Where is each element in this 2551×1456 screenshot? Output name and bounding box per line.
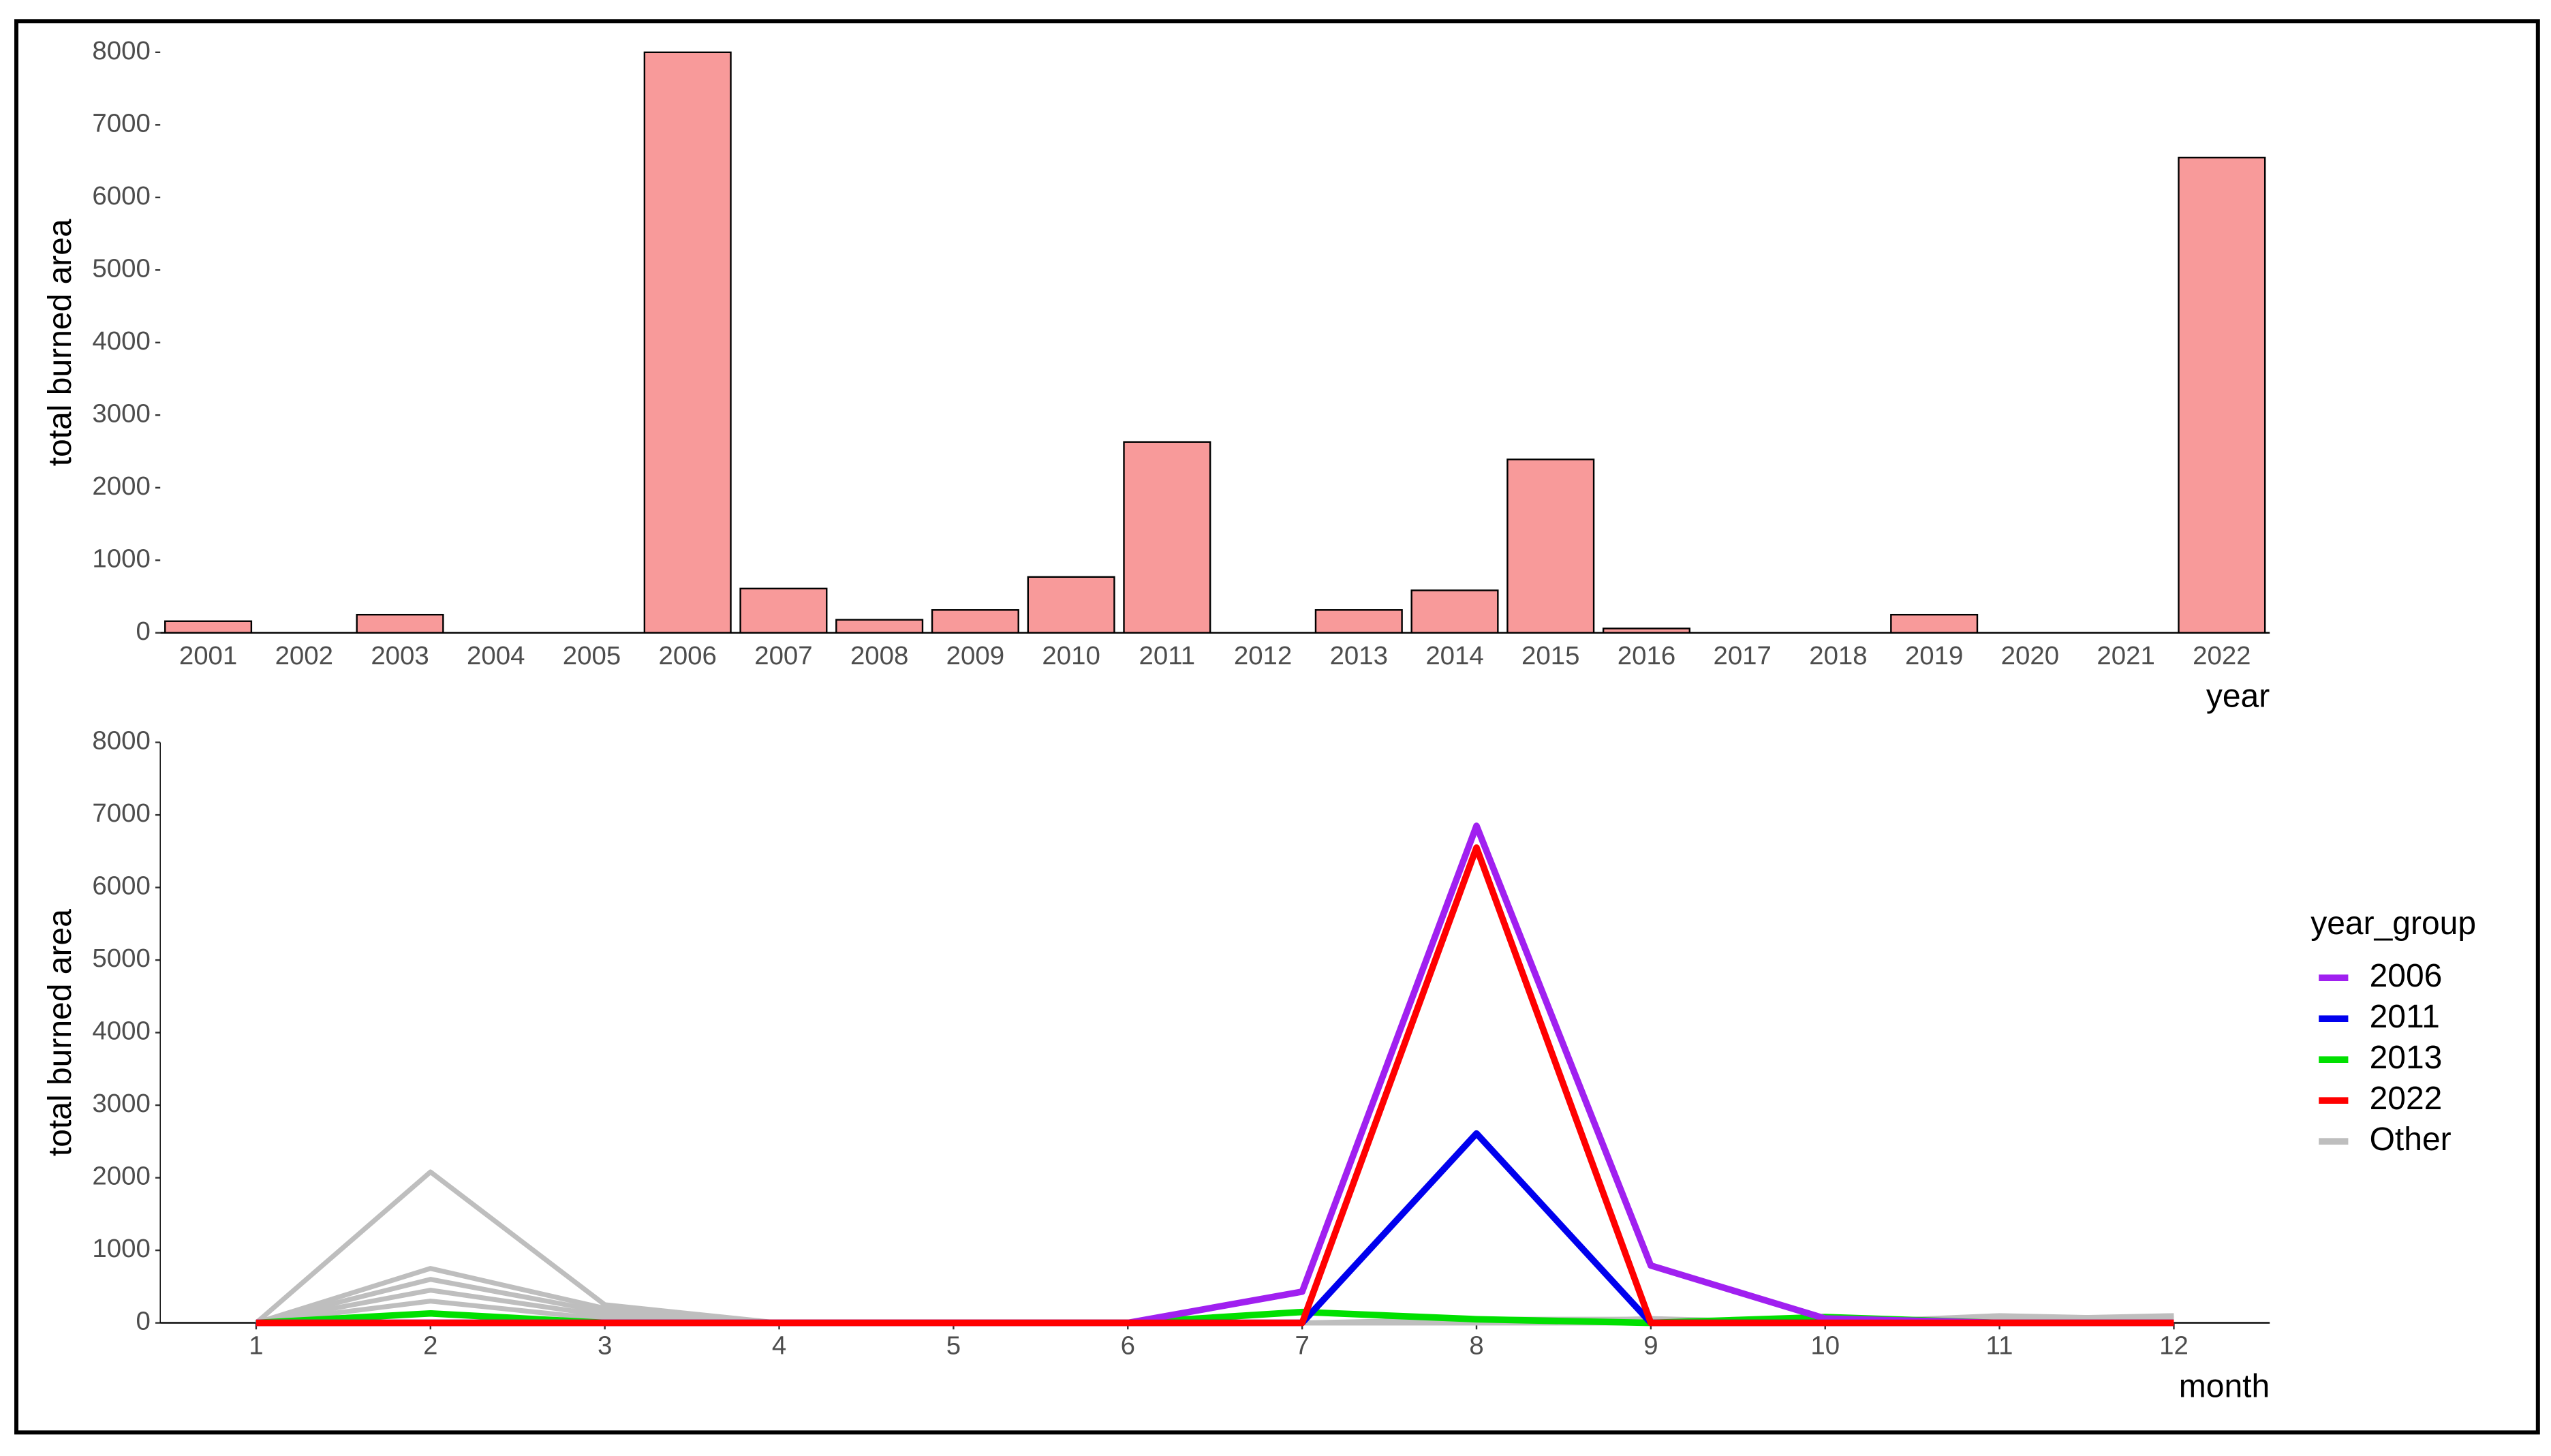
bar — [835, 619, 924, 634]
bar — [739, 587, 828, 634]
x-tick-label: 8 — [1469, 1331, 1483, 1361]
frame — [14, 19, 2540, 1435]
x-tick-label: 2005 — [563, 641, 621, 670]
y-axis-title: total burned area — [42, 219, 78, 466]
y-tick-label: 4000 — [92, 326, 150, 356]
x-tick-label: 2009 — [946, 641, 1004, 670]
x-axis-title: year — [2206, 678, 2270, 714]
y-tick-label: 4000 — [92, 1017, 150, 1046]
x-tick-label: 2012 — [1234, 641, 1292, 670]
bar — [1027, 576, 1115, 634]
legend-label: Other — [2370, 1121, 2452, 1158]
bar — [1410, 589, 1499, 634]
legend-label: 2006 — [2370, 958, 2443, 994]
x-tick-label: 2007 — [754, 641, 812, 670]
y-tick-label: 8000 — [92, 36, 150, 65]
x-tick-label: 2011 — [1139, 641, 1196, 670]
x-tick-label: 10 — [1810, 1331, 1840, 1361]
x-tick-label: 2006 — [658, 641, 716, 670]
x-tick-label: 2020 — [2001, 641, 2059, 670]
y-tick-label: 1000 — [92, 1234, 150, 1263]
y-tick-label: 8000 — [92, 726, 150, 756]
bar — [643, 51, 732, 634]
x-tick-label: 2019 — [1905, 641, 1963, 670]
bar — [1890, 613, 1979, 634]
line-series — [256, 844, 2174, 1327]
x-tick-label: 2001 — [179, 641, 237, 670]
y-tick-label: 3000 — [92, 399, 150, 428]
x-tick-label: 3 — [598, 1331, 612, 1361]
x-tick-label: 2013 — [1330, 641, 1388, 670]
x-tick-label: 5 — [946, 1331, 961, 1361]
x-tick-label: 2004 — [467, 641, 525, 670]
x-tick-label: 7 — [1295, 1331, 1309, 1361]
x-tick-label: 4 — [772, 1331, 786, 1361]
y-axis-title: total burned area — [42, 909, 78, 1156]
y-tick-label: 0 — [136, 1307, 150, 1336]
legend-label: 2011 — [2370, 999, 2440, 1035]
y-tick-label: 3000 — [92, 1089, 150, 1118]
x-tick-label: 6 — [1121, 1331, 1135, 1361]
x-axis-title: month — [2179, 1368, 2270, 1404]
x-tick-label: 2008 — [850, 641, 908, 670]
x-tick-label: 11 — [1986, 1331, 2013, 1361]
legend-title: year_group — [2310, 905, 2476, 942]
bar — [2178, 157, 2266, 634]
x-tick-label: 2018 — [1809, 641, 1867, 670]
legend-label: 2022 — [2370, 1081, 2443, 1117]
y-tick-label: 5000 — [92, 253, 150, 283]
x-tick-label: 2017 — [1713, 641, 1771, 670]
bar — [164, 620, 253, 634]
x-tick-label: 2010 — [1042, 641, 1100, 670]
x-tick-label: 2022 — [2193, 641, 2251, 670]
x-tick-label: 1 — [249, 1331, 263, 1361]
y-tick-label: 0 — [136, 617, 150, 646]
x-tick-label: 9 — [1643, 1331, 1658, 1361]
y-tick-label: 2000 — [92, 471, 150, 501]
bar — [1314, 609, 1403, 634]
x-tick-label: 2002 — [275, 641, 333, 670]
x-tick-label: 12 — [2159, 1331, 2189, 1361]
x-tick-label: 2016 — [1618, 641, 1675, 670]
legend-label: 2013 — [2370, 1040, 2443, 1076]
y-tick-label: 6000 — [92, 871, 150, 901]
x-tick-label: 2 — [423, 1331, 437, 1361]
bar — [356, 613, 444, 634]
y-tick-label: 2000 — [92, 1162, 150, 1191]
bar — [1123, 441, 1211, 634]
x-tick-label: 2015 — [1521, 641, 1579, 670]
y-tick-label: 6000 — [92, 181, 150, 211]
bar — [931, 609, 1019, 634]
bar — [1506, 459, 1595, 634]
y-tick-label: 1000 — [92, 544, 150, 573]
y-tick-label: 7000 — [92, 799, 150, 828]
bar — [1602, 628, 1691, 634]
x-tick-label: 2014 — [1425, 641, 1483, 670]
y-tick-label: 5000 — [92, 944, 150, 973]
x-tick-label: 2003 — [371, 641, 429, 670]
y-tick-label: 7000 — [92, 108, 150, 138]
x-tick-label: 2021 — [2097, 641, 2154, 670]
